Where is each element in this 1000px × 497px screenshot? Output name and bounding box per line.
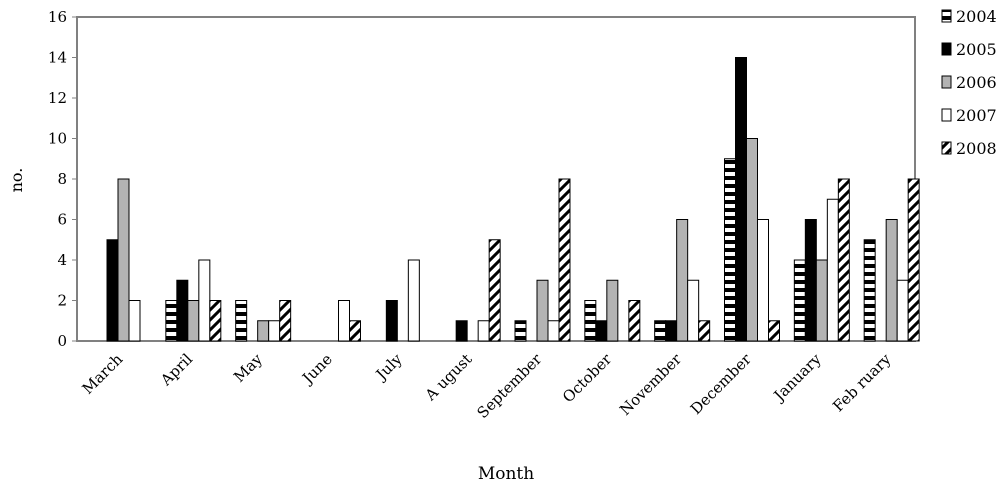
y-tick-label: 0 [57, 332, 67, 350]
bar [698, 320, 711, 342]
bar [268, 320, 281, 342]
bar [863, 239, 876, 342]
y-tick-label: 2 [57, 292, 67, 310]
bar [746, 138, 758, 342]
y-tick-label: 16 [48, 8, 67, 26]
bar [907, 178, 920, 342]
bar [187, 300, 200, 342]
bar [279, 300, 292, 342]
bar [165, 300, 178, 342]
bar [349, 320, 361, 342]
legend: 2004 2005 2006 2007 2008 [941, 7, 997, 158]
bar [128, 300, 141, 342]
y-tick-label: 8 [57, 170, 67, 188]
y-axis-label: no. [7, 168, 26, 193]
legend-label: 2008 [956, 139, 997, 158]
bar [654, 320, 667, 342]
bar [407, 259, 420, 342]
bar [536, 279, 549, 342]
y-tick-label: 14 [48, 49, 67, 67]
x-tick-label: Feb ruary [829, 350, 895, 416]
legend-swatch [941, 42, 952, 56]
bar [595, 320, 608, 342]
bar [793, 259, 806, 342]
bar [257, 320, 270, 342]
x-tick-label: June [297, 350, 335, 388]
bar [676, 219, 689, 342]
x-tick-label: A ugust [421, 350, 476, 405]
bar [757, 219, 769, 342]
bar [815, 259, 828, 342]
bar [117, 178, 130, 342]
x-axis-label: Month [478, 464, 534, 484]
bar [558, 178, 571, 342]
legend-label: 2006 [956, 73, 997, 92]
bar [885, 219, 898, 342]
bar [826, 198, 839, 342]
legend-label: 2005 [956, 40, 997, 59]
legend-label: 2007 [956, 106, 997, 125]
legend-swatch [941, 9, 952, 23]
bar [606, 279, 619, 342]
bar [735, 57, 747, 342]
x-tick-label: September [474, 350, 546, 422]
bar [628, 300, 641, 342]
bar [837, 178, 850, 342]
y-tick-label: 4 [57, 251, 67, 269]
bar [198, 259, 211, 342]
y-tick-label: 12 [48, 89, 67, 107]
bar [514, 320, 527, 342]
bar [584, 300, 597, 342]
bar [235, 300, 248, 342]
legend-swatch [941, 75, 952, 89]
x-tick-label: April [156, 350, 196, 390]
y-tick-label: 6 [57, 211, 67, 229]
bar [896, 279, 909, 342]
x-tick-label: March [79, 350, 127, 398]
bar [455, 320, 468, 342]
y-tick-label: 10 [48, 130, 67, 148]
bar [804, 219, 817, 342]
x-tick-label: October [559, 350, 616, 407]
x-tick-label: May [230, 350, 266, 386]
bar [209, 300, 222, 342]
bar [176, 279, 189, 342]
bar [547, 320, 560, 342]
bar [768, 320, 780, 342]
bar [385, 300, 398, 342]
x-tick-label: January [769, 350, 825, 406]
bar [338, 300, 350, 342]
x-tick-label: November [616, 350, 685, 419]
y-axis-ticks: 0 2 4 6 8 10 12 14 16 [48, 8, 77, 350]
bars [106, 57, 920, 342]
x-tick-label: July [371, 350, 406, 385]
bar [687, 279, 700, 342]
legend-swatch [941, 108, 952, 122]
bar [106, 239, 119, 342]
legend-label: 2004 [956, 7, 997, 26]
bar [477, 320, 490, 342]
bar [724, 158, 736, 342]
bar [488, 239, 501, 342]
x-tick-label: December [687, 350, 756, 419]
legend-swatch [941, 141, 952, 155]
bar [665, 320, 678, 342]
